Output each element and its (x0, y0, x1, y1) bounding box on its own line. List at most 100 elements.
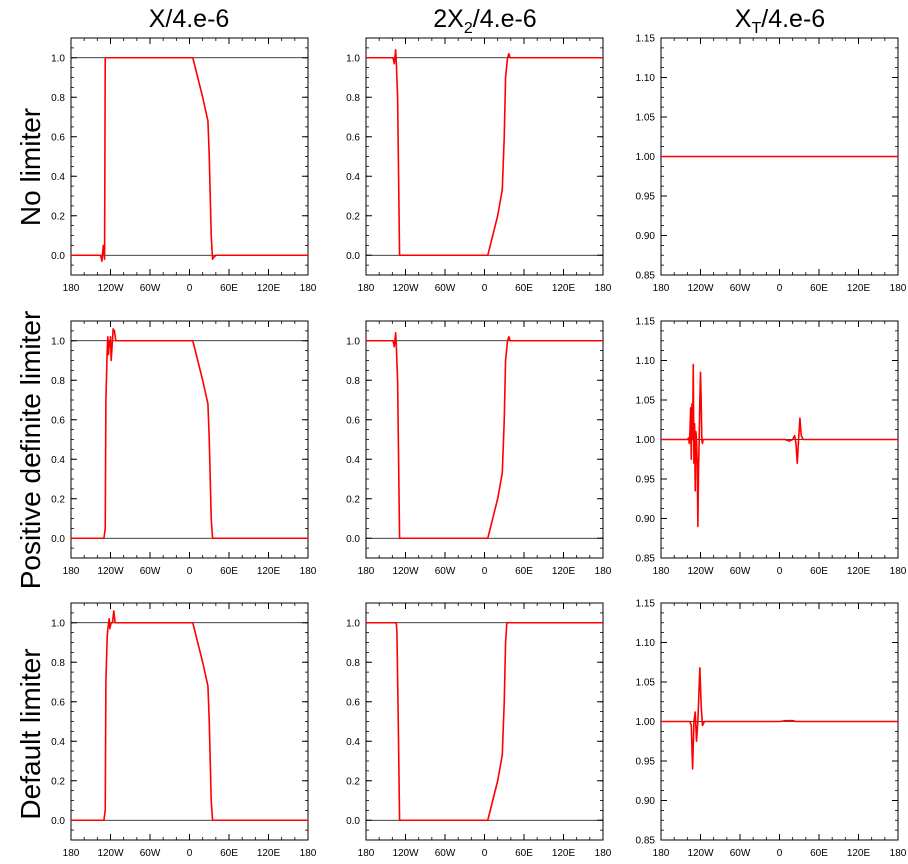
x-tick-label: 180 (63, 566, 80, 577)
x-tick-label: 180 (358, 566, 375, 577)
x-tick-label: 120E (552, 283, 576, 294)
y-tick-label: 1.0 (346, 336, 360, 347)
column-title-2x2: 2X2/4.e-6 (433, 5, 536, 37)
panel-frame (365, 320, 604, 559)
y-tick-label: 0.0 (346, 534, 360, 545)
x-tick-label: 120W (392, 283, 419, 294)
x-tick-label: 180 (890, 848, 907, 859)
y-tick-label: 1.15 (636, 599, 656, 610)
panel-r3c2: 0.0 0.2 0.4 0.6 0.8 1.0 180 120W 60W 0 60E 120E 180 (346, 602, 612, 859)
y-tick-label: 0.95 (636, 475, 656, 486)
x-tick-label: 60E (220, 283, 238, 294)
x-tick-label: 180 (358, 848, 375, 859)
y-tick-label: 0.95 (636, 192, 656, 203)
panel-r2c3: 0.85 0.90 0.95 1.00 1.05 1.10 1.15 180 120W 60W 0 6… (636, 317, 907, 578)
series-line (661, 363, 898, 528)
y-tick-label: 0.4 (346, 737, 360, 748)
y-tick-label: 0.8 (51, 658, 65, 669)
y-tick-label: 0.8 (346, 658, 360, 669)
y-tick-label: 0.6 (346, 697, 360, 708)
x-tick-label: 180 (300, 283, 317, 294)
row-label-positive-definite-limiter: Positive definite limiter (15, 311, 46, 590)
y-tick-label: 0.0 (51, 816, 65, 827)
x-tick-label: 60E (220, 566, 238, 577)
x-tick-label: 180 (653, 566, 670, 577)
x-tick-label: 120E (847, 283, 871, 294)
x-tick-label: 120W (97, 283, 124, 294)
x-tick-label: 60E (515, 848, 533, 859)
x-tick-label: 60W (730, 283, 751, 294)
y-tick-label: 0.90 (636, 796, 656, 807)
x-tick-label: 60W (140, 566, 161, 577)
x-tick-label: 0 (482, 283, 488, 294)
x-tick-label: 0 (777, 566, 783, 577)
x-tick-label: 60E (810, 283, 828, 294)
y-tick-label: 1.0 (51, 53, 65, 64)
panel-frame (365, 602, 604, 841)
y-tick-label: 0.2 (51, 776, 65, 787)
x-tick-label: 120E (847, 848, 871, 859)
series-line (366, 332, 603, 540)
y-tick-label: 1.05 (636, 678, 656, 689)
x-tick-label: 0 (187, 283, 193, 294)
x-tick-label: 180 (653, 283, 670, 294)
panel-r1c3: 0.85 0.90 0.95 1.00 1.05 1.10 1.15 180 120W 60W 0 6… (636, 34, 907, 295)
x-tick-label: 60W (140, 283, 161, 294)
y-tick-label: 1.0 (346, 618, 360, 629)
x-tick-label: 180 (63, 283, 80, 294)
x-tick-label: 0 (482, 566, 488, 577)
y-tick-label: 0.6 (51, 132, 65, 143)
y-tick-label: 0.2 (346, 494, 360, 505)
x-tick-label: 60E (220, 848, 238, 859)
y-tick-label: 0.85 (636, 554, 656, 565)
x-tick-label: 60W (435, 283, 456, 294)
row-label-no-limiter: No limiter (15, 108, 46, 226)
x-tick-label: 180 (595, 283, 612, 294)
x-tick-label: 60W (730, 848, 751, 859)
series-line (366, 49, 603, 257)
x-tick-label: 120E (257, 848, 281, 859)
y-tick-label: 1.00 (636, 152, 656, 163)
series-line (71, 56, 308, 262)
x-tick-label: 120E (257, 283, 281, 294)
y-tick-label: 0.0 (346, 816, 360, 827)
y-tick-label: 0.2 (346, 776, 360, 787)
panel-r2c1: 0.0 0.2 0.4 0.6 0.8 1.0 180 120W 60W 0 60E 120E 180 (51, 320, 317, 577)
panel-r1c1: 0.0 0.2 0.4 0.6 0.8 1.0 180 120W 60W 0 60E 120E 180 (51, 37, 317, 294)
y-tick-label: 0.0 (51, 534, 65, 545)
y-tick-label: 1.0 (51, 618, 65, 629)
y-tick-label: 1.05 (636, 113, 656, 124)
y-tick-label: 1.00 (636, 435, 656, 446)
panel-frame (70, 37, 309, 276)
x-tick-label: 180 (890, 566, 907, 577)
x-tick-label: 0 (777, 848, 783, 859)
x-tick-label: 120W (392, 566, 419, 577)
y-tick-label: 0.4 (346, 455, 360, 466)
panel-r1c2: 0.0 0.2 0.4 0.6 0.8 1.0 180 120W 60W 0 60E 120E 180 (346, 37, 612, 294)
x-tick-label: 120W (687, 566, 714, 577)
y-tick-label: 1.05 (636, 396, 656, 407)
x-tick-label: 180 (890, 283, 907, 294)
panel-frame (365, 37, 604, 276)
y-tick-label: 0.85 (636, 271, 656, 282)
x-tick-label: 120E (552, 848, 576, 859)
column-title-x: X/4.e-6 (149, 5, 230, 33)
y-tick-label: 0.6 (346, 415, 360, 426)
y-tick-label: 1.10 (636, 356, 656, 367)
y-tick-label: 0.0 (346, 251, 360, 262)
series-line (661, 666, 898, 770)
x-tick-label: 180 (595, 848, 612, 859)
x-tick-label: 0 (187, 848, 193, 859)
x-tick-label: 180 (653, 848, 670, 859)
y-tick-label: 0.6 (346, 132, 360, 143)
x-tick-label: 60W (140, 848, 161, 859)
y-tick-label: 0.8 (346, 93, 360, 104)
x-tick-label: 120W (97, 566, 124, 577)
x-tick-label: 60E (810, 566, 828, 577)
y-tick-label: 1.10 (636, 73, 656, 84)
x-tick-label: 120W (687, 283, 714, 294)
y-tick-label: 0.85 (636, 836, 656, 847)
y-tick-label: 1.15 (636, 317, 656, 328)
x-tick-label: 60E (515, 283, 533, 294)
x-tick-label: 120W (392, 848, 419, 859)
